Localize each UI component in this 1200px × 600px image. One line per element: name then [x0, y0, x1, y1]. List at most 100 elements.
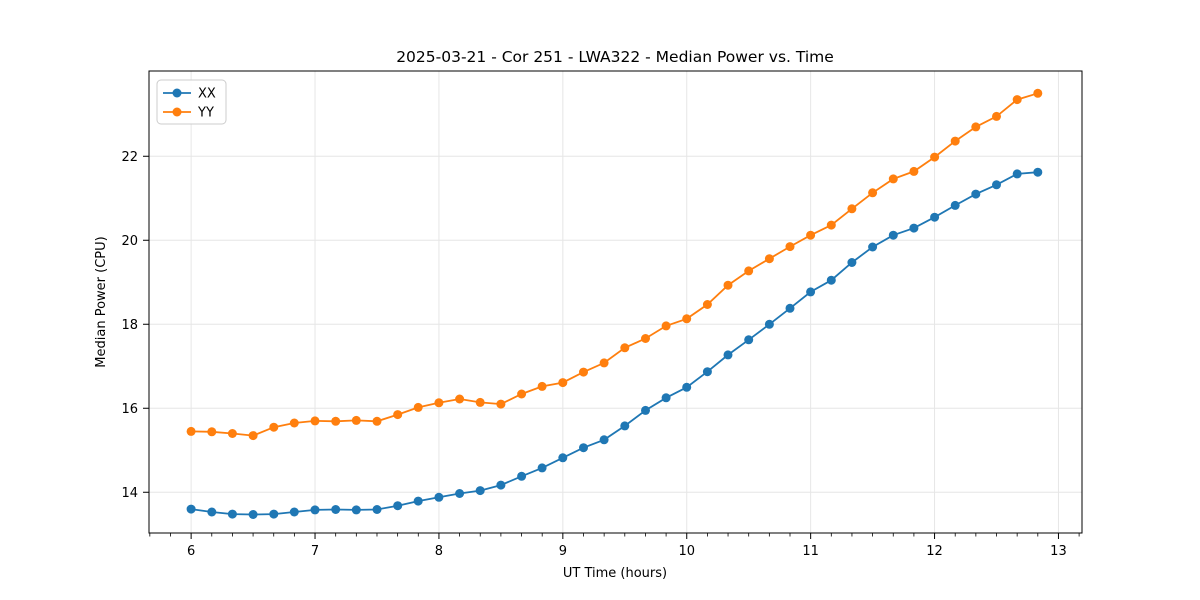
y-tick-label: 22	[121, 150, 138, 165]
data-point-xx	[806, 287, 816, 297]
legend-item-xx: XX	[163, 87, 216, 102]
legend-item-yy: YY	[163, 106, 214, 121]
data-point-yy	[888, 174, 898, 184]
data-point-yy	[537, 381, 547, 391]
legend-label-xx: XX	[198, 87, 216, 102]
data-point-yy	[289, 418, 299, 428]
legend: XX YY	[156, 79, 227, 125]
data-point-yy	[186, 426, 196, 436]
data-point-xx	[186, 504, 196, 514]
data-point-xx	[1033, 167, 1043, 177]
data-point-xx	[413, 496, 423, 506]
data-point-xx	[826, 275, 836, 285]
grid-layer	[149, 71, 1082, 533]
data-point-yy	[744, 266, 754, 276]
data-point-xx	[1012, 169, 1022, 179]
y-tick-label: 16	[121, 402, 138, 417]
x-tick-label: 10	[678, 544, 695, 559]
x-tick-label: 8	[435, 544, 443, 559]
x-tick-label: 9	[559, 544, 567, 559]
data-point-xx	[847, 258, 857, 267]
data-point-xx	[599, 435, 609, 445]
data-point-yy	[372, 416, 382, 426]
data-point-yy	[310, 416, 320, 426]
data-point-yy	[826, 220, 836, 230]
legend-label-yy: YY	[197, 106, 214, 121]
y-tick-label: 20	[121, 234, 138, 249]
x-tick-label: 13	[1050, 544, 1067, 559]
data-point-xx	[289, 507, 299, 517]
data-point-yy	[579, 367, 588, 377]
axes-spines	[148, 70, 1083, 534]
data-point-xx	[248, 510, 258, 519]
data-point-xx	[310, 505, 320, 515]
data-point-xx	[537, 463, 547, 473]
x-tick-label: 7	[311, 544, 319, 559]
data-point-xx	[517, 471, 527, 481]
data-point-yy	[909, 166, 919, 176]
series-xx	[186, 167, 1043, 519]
data-point-yy	[455, 394, 465, 404]
series-layer	[186, 88, 1043, 519]
data-point-yy	[413, 402, 423, 412]
data-point-xx	[331, 505, 341, 514]
data-point-xx	[950, 200, 960, 210]
data-point-yy	[1033, 88, 1043, 98]
data-point-xx	[434, 492, 444, 502]
data-point-yy	[351, 415, 361, 425]
data-point-xx	[207, 507, 217, 517]
legend-marker-xx	[172, 88, 182, 98]
series-yy	[186, 88, 1043, 441]
data-point-yy	[269, 422, 279, 432]
data-point-xx	[785, 303, 795, 313]
data-point-yy	[1012, 95, 1022, 105]
data-point-yy	[248, 431, 258, 441]
chart-title: 2025-03-21 - Cor 251 - LWA322 - Median P…	[396, 48, 834, 66]
series-line-yy	[191, 92, 1039, 437]
x-tick-label: 11	[802, 544, 819, 559]
data-point-xx	[702, 367, 712, 377]
x-tick-label: 12	[926, 544, 943, 559]
data-point-yy	[599, 358, 609, 368]
data-point-yy	[723, 280, 733, 290]
data-point-yy	[475, 397, 485, 407]
data-point-xx	[868, 242, 878, 252]
data-point-yy	[682, 314, 692, 324]
data-point-yy	[950, 136, 960, 146]
data-point-xx	[661, 393, 671, 403]
data-point-yy	[434, 398, 444, 408]
data-point-yy	[393, 410, 403, 420]
data-point-yy	[702, 300, 712, 309]
data-point-yy	[331, 416, 341, 426]
y-axis-label: Median Power (CPU)	[94, 236, 109, 367]
data-point-yy	[868, 188, 878, 198]
data-point-xx	[558, 453, 568, 463]
data-point-yy	[847, 204, 857, 214]
data-point-yy	[496, 399, 506, 409]
data-point-xx	[351, 505, 361, 515]
data-point-yy	[641, 334, 650, 343]
series-line-xx	[190, 171, 1038, 516]
data-point-xx	[930, 212, 940, 222]
data-point-xx	[269, 509, 279, 519]
data-point-xx	[455, 489, 465, 498]
data-point-yy	[785, 242, 795, 252]
data-point-yy	[930, 152, 940, 162]
data-point-xx	[393, 501, 403, 511]
data-point-xx	[764, 319, 774, 329]
data-point-yy	[661, 321, 671, 331]
y-tick-label: 14	[121, 486, 138, 501]
tick-layer: 6 7 8 9 10 11 12 13 14 16 18 20 22	[121, 150, 1080, 559]
data-point-xx	[909, 223, 919, 233]
legend-marker-yy	[172, 107, 182, 117]
x-tick-label: 6	[187, 544, 195, 559]
data-point-xx	[641, 405, 650, 415]
data-point-xx	[579, 443, 588, 453]
data-point-xx	[227, 509, 237, 519]
data-point-yy	[227, 429, 237, 438]
data-point-yy	[517, 389, 527, 399]
data-point-yy	[971, 122, 981, 132]
y-tick-label: 18	[121, 318, 138, 333]
data-point-yy	[207, 427, 217, 437]
data-point-yy	[558, 378, 568, 388]
